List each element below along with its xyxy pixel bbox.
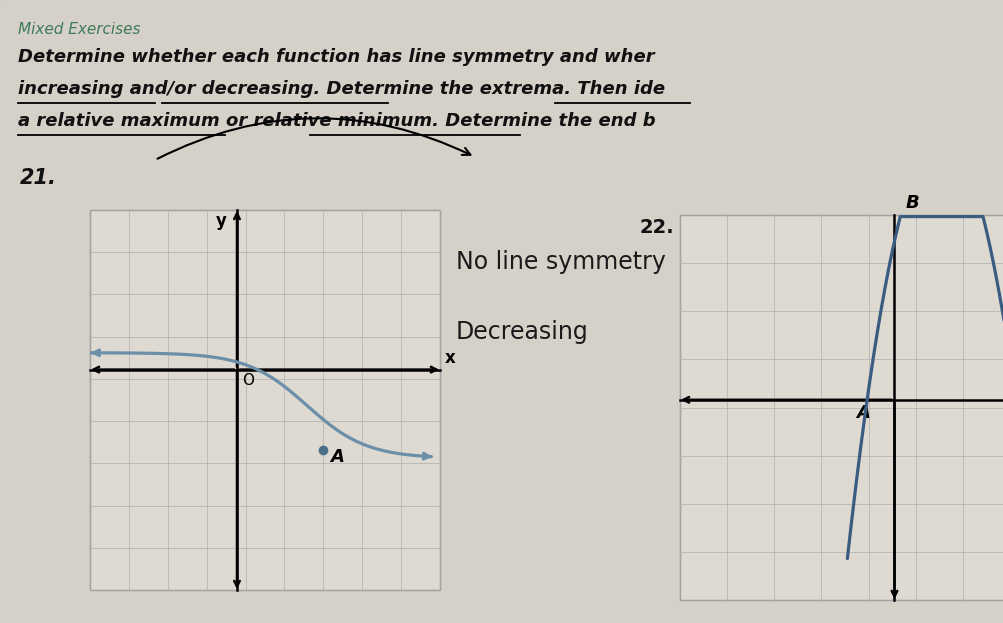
Text: A: A — [330, 448, 344, 466]
Text: increasing and/or decreasing. Determine the extrema. Then ide: increasing and/or decreasing. Determine … — [18, 80, 664, 98]
Bar — [679, 215, 1003, 600]
Text: x: x — [444, 349, 455, 366]
Text: a relative maximum or relative minimum. Determine the end b: a relative maximum or relative minimum. … — [18, 112, 655, 130]
Text: A: A — [856, 404, 870, 422]
Text: 21.: 21. — [20, 168, 57, 188]
Text: 22.: 22. — [639, 218, 674, 237]
Text: Determine whether each function has line symmetry and wher: Determine whether each function has line… — [18, 48, 654, 66]
Text: Mixed Exercises: Mixed Exercises — [18, 22, 140, 37]
FancyArrowPatch shape — [157, 118, 470, 159]
Text: O: O — [242, 373, 254, 388]
Text: y: y — [216, 212, 227, 230]
Text: B: B — [905, 194, 918, 212]
Text: Decreasing: Decreasing — [455, 320, 588, 344]
Text: No line symmetry: No line symmetry — [455, 250, 665, 274]
Bar — [90, 210, 439, 590]
